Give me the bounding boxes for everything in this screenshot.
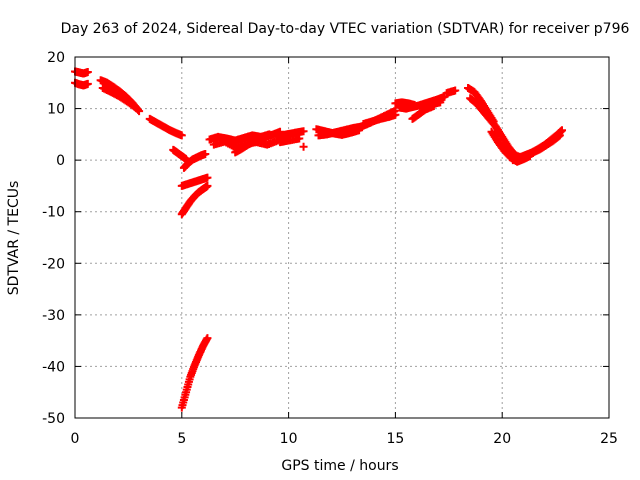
x-tick-label: 5 xyxy=(177,431,186,447)
data-point xyxy=(83,79,92,88)
data-point xyxy=(132,104,141,113)
y-tick-label: 20 xyxy=(47,50,65,66)
ticks: 0 5 10 15 20 25 -50 -40 -30 -20 -10 0 10 20 xyxy=(42,50,618,447)
plot-frame xyxy=(74,56,610,419)
x-tick-label: 20 xyxy=(493,431,511,447)
y-tick-label: 10 xyxy=(47,102,65,118)
data-point xyxy=(201,149,210,158)
x-axis-label: GPS time / hours xyxy=(281,458,398,474)
data-point xyxy=(299,127,308,136)
data-point xyxy=(83,67,92,76)
series-arc-20 xyxy=(359,110,400,129)
data-point xyxy=(451,86,460,95)
y-tick-label: -30 xyxy=(42,308,65,324)
series-arc-27 xyxy=(466,94,528,163)
y-tick-label: -20 xyxy=(42,256,65,272)
series-arc-9 xyxy=(177,181,212,219)
series-arc-6 xyxy=(169,145,191,164)
data-point xyxy=(295,134,304,143)
series-arc-15 xyxy=(276,134,304,147)
data-point xyxy=(203,173,212,182)
series-arc-25 xyxy=(442,86,460,98)
data-point xyxy=(177,131,186,140)
series-arc-7 xyxy=(179,149,210,172)
series-arc-4 xyxy=(98,83,141,113)
series-arc-10 xyxy=(177,334,212,412)
y-tick-label: -40 xyxy=(42,359,65,375)
series-arc-1 xyxy=(71,67,92,78)
data-point xyxy=(555,131,564,140)
series-arc-24 xyxy=(419,98,445,110)
y-tick-label: -50 xyxy=(42,411,65,427)
y-tick-label: -10 xyxy=(42,205,65,221)
series-arc-5 xyxy=(145,114,186,140)
x-tick-label: 15 xyxy=(386,431,404,447)
x-tick-label: 25 xyxy=(600,431,618,447)
series-arc-30 xyxy=(523,131,564,159)
series-arc-29 xyxy=(508,126,567,165)
series-arc-8 xyxy=(177,173,212,190)
series-arc-18 xyxy=(314,122,366,140)
data-point xyxy=(558,126,567,135)
grid xyxy=(75,57,609,418)
series-arc-16 xyxy=(299,142,308,151)
data-point xyxy=(203,181,212,190)
y-axis-label: SDTVAR / TECUs xyxy=(6,181,22,296)
chart-title: Day 263 of 2024, Sidereal Day-to-day VTE… xyxy=(61,21,630,37)
x-tick-label: 0 xyxy=(71,431,80,447)
x-tick-label: 10 xyxy=(280,431,298,447)
series-arc-2 xyxy=(71,78,92,90)
data-points xyxy=(71,67,567,412)
data-point xyxy=(299,142,308,151)
y-tick-label: 0 xyxy=(56,153,65,169)
data-point xyxy=(436,98,445,107)
data-point xyxy=(391,110,400,119)
data-point xyxy=(203,334,212,343)
data-point xyxy=(131,103,140,112)
